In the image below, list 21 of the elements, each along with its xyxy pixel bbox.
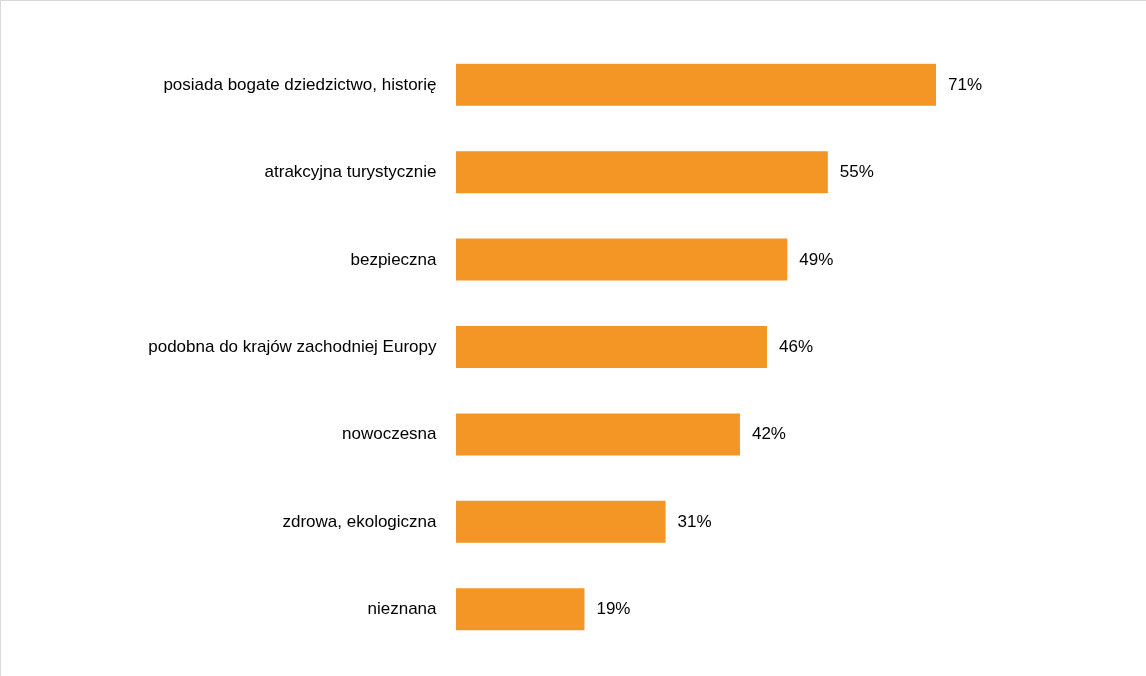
y-tick-label: bezpieczna bbox=[350, 249, 438, 269]
bar bbox=[456, 238, 788, 281]
y-tick-label: podobna do krajów zachodniej Europy bbox=[148, 337, 437, 356]
data-label: 42% bbox=[751, 424, 786, 444]
bar bbox=[456, 151, 828, 194]
data-label: 46% bbox=[778, 337, 814, 356]
bar bbox=[456, 588, 585, 631]
data-label: 19% bbox=[596, 599, 631, 619]
y-tick-label: posiada bogate dziedzictwo, historię bbox=[163, 74, 437, 94]
data-label: 49% bbox=[799, 249, 834, 269]
bar bbox=[456, 326, 767, 368]
data-label: 31% bbox=[677, 511, 712, 531]
data-label: 71% bbox=[948, 74, 983, 94]
bar bbox=[456, 63, 936, 106]
y-tick-label: nieznana bbox=[367, 599, 438, 619]
y-tick-label: atrakcyjna turystycznie bbox=[264, 162, 437, 182]
bar bbox=[456, 500, 666, 543]
bar bbox=[456, 413, 740, 456]
data-label: 55% bbox=[839, 162, 874, 182]
y-tick-label: zdrowa, ekologiczna bbox=[282, 511, 438, 531]
y-tick-label: nowoczesna bbox=[341, 424, 438, 444]
